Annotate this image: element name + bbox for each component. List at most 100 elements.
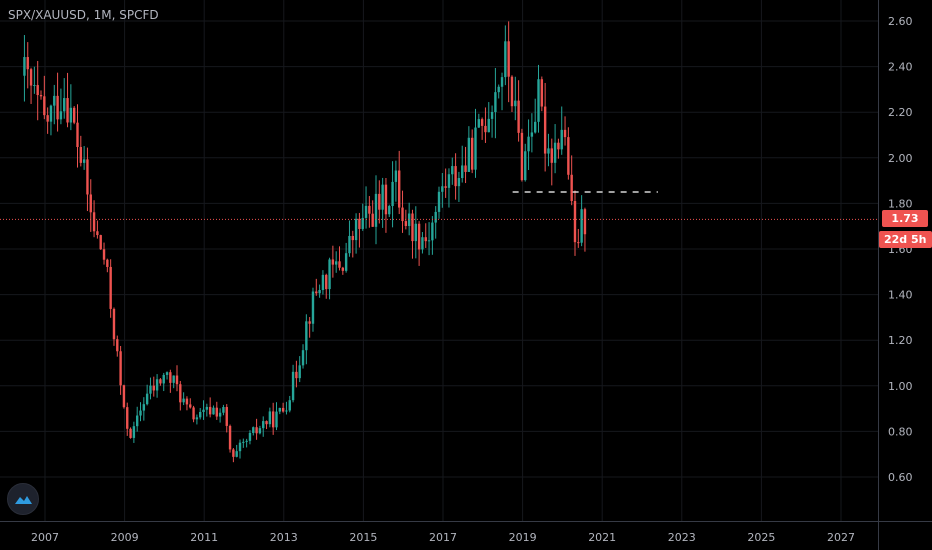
candle-body (159, 379, 162, 384)
candle-body (441, 186, 444, 192)
candle-body (119, 351, 122, 386)
candle-body (570, 174, 573, 202)
candle-body (149, 385, 152, 394)
candle-body (457, 178, 461, 187)
candle-body (199, 412, 202, 418)
candle-body (540, 79, 544, 107)
candle-body (444, 186, 447, 188)
candle-body (56, 95, 59, 120)
candle-body (165, 372, 169, 375)
y-axis[interactable]: 0.600.801.001.201.401.601.802.002.202.40… (888, 15, 913, 484)
y-tick-label: 1.00 (888, 380, 913, 393)
candle-body (222, 407, 225, 413)
candle-body (29, 69, 33, 86)
candle-body (99, 235, 102, 250)
candle-body (580, 209, 583, 243)
candle-body (258, 428, 262, 434)
x-tick-label: 2015 (349, 531, 377, 544)
candle-body (394, 170, 398, 182)
candle-body (543, 106, 547, 154)
candle-body (162, 374, 165, 384)
y-tick-label: 1.20 (888, 334, 913, 347)
candle-body (79, 147, 83, 163)
candle-body (185, 398, 189, 405)
candle-body (431, 222, 434, 241)
candle-body (533, 121, 537, 133)
candle-body (494, 92, 497, 112)
candle-body (467, 137, 471, 172)
candle-body (275, 411, 278, 428)
y-tick-label: 0.80 (888, 425, 913, 438)
candle-body (245, 440, 248, 442)
candle-body (583, 209, 587, 235)
candle-body (338, 261, 341, 268)
candle-body (92, 212, 96, 232)
candle-body (129, 428, 132, 438)
x-axis[interactable]: 2007 2009 2011 2013 2015 2017 2019 2021 2023 2025… (31, 531, 855, 544)
candle-body (470, 137, 474, 170)
candle-body (63, 98, 66, 112)
candle-body (480, 119, 484, 126)
candle-body (524, 151, 527, 181)
candle-body (424, 237, 427, 242)
candle-body (262, 421, 265, 429)
candle-body (477, 119, 481, 128)
bar-countdown-tag: 22d 5h (879, 231, 932, 249)
candle-body (497, 86, 500, 93)
candle-body (49, 105, 53, 122)
candle-body (39, 95, 43, 97)
candle-body (96, 231, 99, 236)
candle-body (553, 142, 557, 163)
candle-body (321, 274, 325, 290)
candle-body (573, 201, 577, 243)
candle-body (116, 339, 119, 352)
candle-body (378, 193, 381, 210)
y-tick-label: 2.20 (888, 106, 913, 119)
candle-body (281, 407, 285, 412)
candle-body (305, 321, 308, 351)
candle-body (364, 205, 368, 218)
candle-body (66, 98, 69, 123)
candle-body (411, 213, 414, 242)
candle-body (437, 191, 441, 212)
candle-body (172, 375, 175, 383)
candle-body (152, 385, 155, 391)
candle-body (285, 410, 288, 412)
candle-body (291, 371, 295, 401)
candle-body (69, 107, 73, 123)
candle-body (122, 385, 126, 408)
candle-body (59, 111, 63, 120)
candle-body (139, 410, 142, 416)
logo-icon[interactable] (7, 483, 39, 515)
candle-body (361, 217, 364, 229)
candle-body (311, 291, 315, 324)
candles-group (23, 21, 587, 463)
candle-body (112, 308, 116, 340)
candle-body (288, 400, 291, 411)
candle-body (142, 404, 146, 411)
candle-body (195, 417, 199, 420)
candle-body (550, 148, 553, 163)
x-tick-label: 2021 (588, 531, 616, 544)
candle-body (563, 129, 567, 138)
candle-body (86, 159, 89, 195)
candle-body (33, 85, 36, 87)
candle-body (557, 142, 560, 150)
y-tick-label: 2.00 (888, 152, 913, 165)
candle-body (109, 266, 112, 309)
x-tick-label: 2017 (429, 531, 457, 544)
candle-body (228, 425, 232, 450)
candle-body (417, 223, 421, 250)
candle-body (278, 407, 282, 412)
candle-body (341, 267, 345, 271)
candle-body (295, 371, 298, 379)
x-tick-label: 2023 (668, 531, 696, 544)
candle-body (348, 235, 351, 254)
candle-body (354, 218, 358, 241)
candle-body (43, 96, 46, 116)
candle-body (169, 372, 172, 383)
candle-body (271, 411, 275, 428)
candle-body (328, 259, 331, 290)
candle-body (461, 165, 464, 179)
